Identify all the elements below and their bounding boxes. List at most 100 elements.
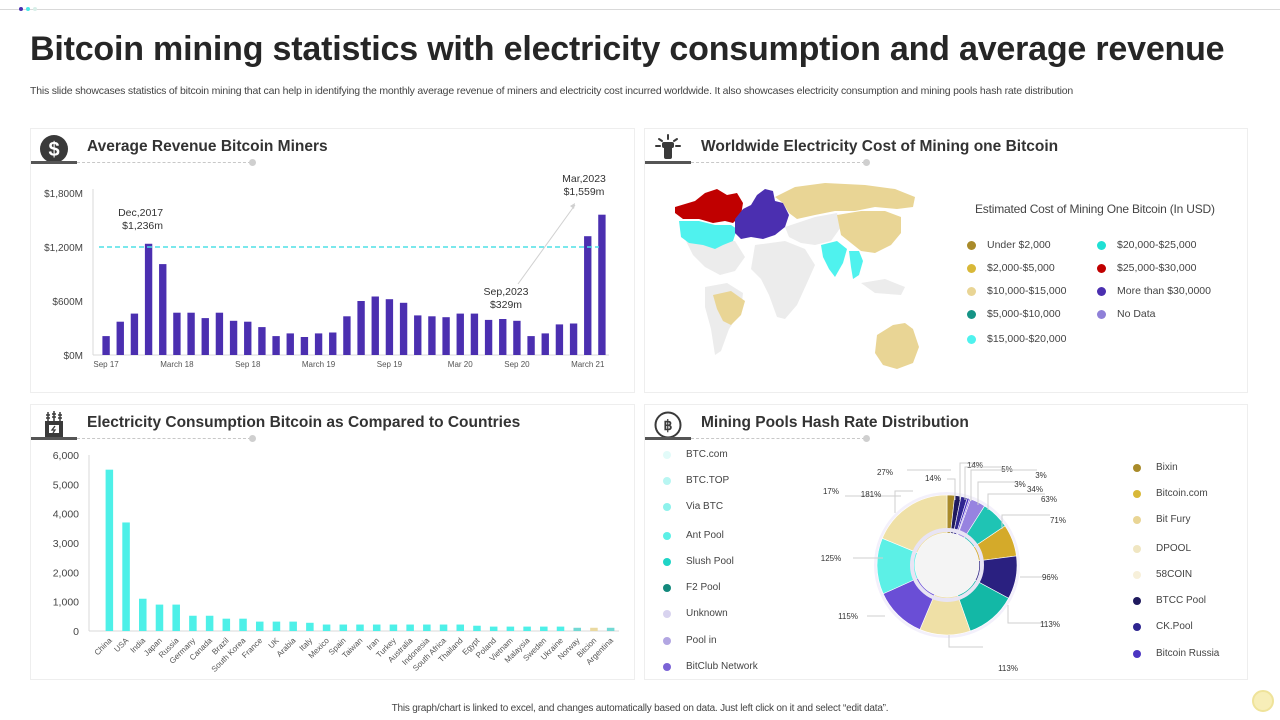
map-region-central-asia <box>785 213 841 245</box>
slice-value-label: 113% <box>998 664 1018 673</box>
annotation-arrow <box>517 204 576 285</box>
slice-value-label: 181% <box>861 490 881 499</box>
slide-dot <box>19 7 23 11</box>
consumption-bar <box>356 624 364 631</box>
slice-value-label: 125% <box>821 554 841 563</box>
revenue-bar <box>569 323 578 355</box>
revenue-bar <box>527 336 535 355</box>
map-legend-item: $10,000-$15,000 <box>967 285 1066 297</box>
annotation-value: $1,559m <box>564 186 605 198</box>
map-panel: Worldwide Electricity Cost of Mining one… <box>644 128 1248 393</box>
legend-swatch <box>1133 622 1141 631</box>
legend-swatch <box>967 334 976 344</box>
revenue-bar <box>555 324 564 355</box>
map-region-indonesia <box>861 279 905 295</box>
consumption-bar <box>473 625 481 631</box>
map-region-australia <box>875 323 919 369</box>
footer-note: This graph/chart is linked to excel, and… <box>391 703 889 714</box>
consumption-bar <box>372 624 381 631</box>
revenue-bar <box>414 315 422 355</box>
consumption-bar <box>439 624 448 631</box>
legend-label: 58COIN <box>1156 569 1193 580</box>
map-region-canada <box>675 189 743 223</box>
slide-dots <box>19 7 37 11</box>
panel-header: ฿ Mining Pools Hash Rate Distribution <box>645 405 1247 445</box>
slice-value-label: 96% <box>1042 573 1058 582</box>
map-region-usa <box>679 221 737 249</box>
x-tick-label: China <box>93 636 115 658</box>
pool-legend-item: CK.Pool <box>1133 621 1193 632</box>
legend-swatch <box>967 263 976 273</box>
pool-legend-item: Bitcoin Russia <box>1133 648 1219 659</box>
page-title: Bitcoin mining statistics with electrici… <box>30 30 1225 68</box>
consumption-bar <box>155 604 164 631</box>
revenue-bar-chart: $0M $600M $1,200M $1,800M Sep 17 March 18 Sep … <box>44 173 609 369</box>
leader-line <box>894 490 913 513</box>
legend-label: $5,000-$10,000 <box>987 308 1061 320</box>
y-tick-label: $1,800M <box>44 189 83 200</box>
consumption-bar <box>122 522 130 631</box>
legend-label: More than $30,0000 <box>1117 285 1211 297</box>
consumption-bar <box>239 618 247 631</box>
slice-value-label: 3% <box>1014 480 1026 489</box>
revenue-bar <box>300 337 309 355</box>
legend-label: $10,000-$15,000 <box>987 285 1067 297</box>
consumption-bar <box>389 624 398 631</box>
legend-swatch <box>1097 240 1106 250</box>
legend-swatch <box>663 609 671 618</box>
revenue-bar <box>187 312 195 355</box>
pool-legend-item: Bit Fury <box>1133 514 1190 525</box>
map-legend-item: $5,000-$10,000 <box>967 308 1061 320</box>
header-rule <box>645 437 691 440</box>
x-tick-label: Arabia <box>275 636 298 659</box>
annotation-label: Dec,2017 <box>118 207 163 219</box>
consumption-bar <box>456 624 465 631</box>
annotation-label: Sep,2023 <box>484 286 529 298</box>
legend-swatch <box>1133 489 1141 498</box>
legend-label: Bixin <box>1156 462 1178 473</box>
panel-title: Mining Pools Hash Rate Distribution <box>701 414 969 431</box>
panel-title: Electricity Consumption Bitcoin as Compa… <box>87 414 521 431</box>
legend-label: Ant Pool <box>686 530 724 541</box>
consumption-bar-chart: 01,0002,0003,0004,0005,0006,000ChinaUSAI… <box>53 450 619 674</box>
slide-dot <box>33 7 37 11</box>
legend-label: BitClub Network <box>686 661 758 672</box>
map-legend-title: Estimated Cost of Mining One Bitcoin (In… <box>975 202 1215 216</box>
leader-line <box>964 466 1001 500</box>
header-dot <box>249 159 256 166</box>
legend-swatch <box>1133 515 1141 524</box>
map-region-europe <box>735 189 789 239</box>
pool-legend-item: BTCC Pool <box>1133 595 1206 606</box>
revenue-bar <box>428 316 436 355</box>
legend-label: Under $2,000 <box>987 239 1051 251</box>
legend-swatch <box>663 502 671 511</box>
consumption-bar <box>573 627 581 631</box>
y-tick-label: 1,000 <box>53 597 79 609</box>
legend-swatch <box>663 636 671 645</box>
slide-dot <box>26 7 30 11</box>
corner-badge[interactable] <box>1252 690 1274 712</box>
legend-swatch <box>663 450 671 459</box>
slice-value-label: 17% <box>823 487 839 496</box>
map-legend-item: $20,000-$25,000 <box>1097 239 1196 251</box>
legend-swatch <box>967 309 976 319</box>
consumption-bar <box>105 469 114 631</box>
revenue-bar <box>229 320 238 355</box>
map-legend-item: $2,000-$5,000 <box>967 262 1055 274</box>
x-tick-label: March 21 <box>571 360 605 369</box>
transformer-icon <box>37 408 71 442</box>
x-tick-label: Sep 18 <box>235 360 261 369</box>
donut-hole <box>915 533 979 597</box>
consumption-bar <box>406 624 414 631</box>
map-region-china <box>837 211 901 253</box>
y-tick-label: 4,000 <box>53 509 79 521</box>
pool-legend-item: BTC.TOP <box>663 475 729 486</box>
y-tick-label: 5,000 <box>53 479 79 491</box>
page-subtitle: This slide showcases statistics of bitco… <box>30 85 1073 97</box>
header-rule <box>31 161 77 164</box>
legend-label: $20,000-$25,000 <box>1117 239 1197 251</box>
revenue-bar <box>484 319 493 355</box>
legend-swatch <box>1097 263 1106 273</box>
consumption-bar <box>222 618 231 631</box>
map-region-mexico <box>685 239 745 275</box>
